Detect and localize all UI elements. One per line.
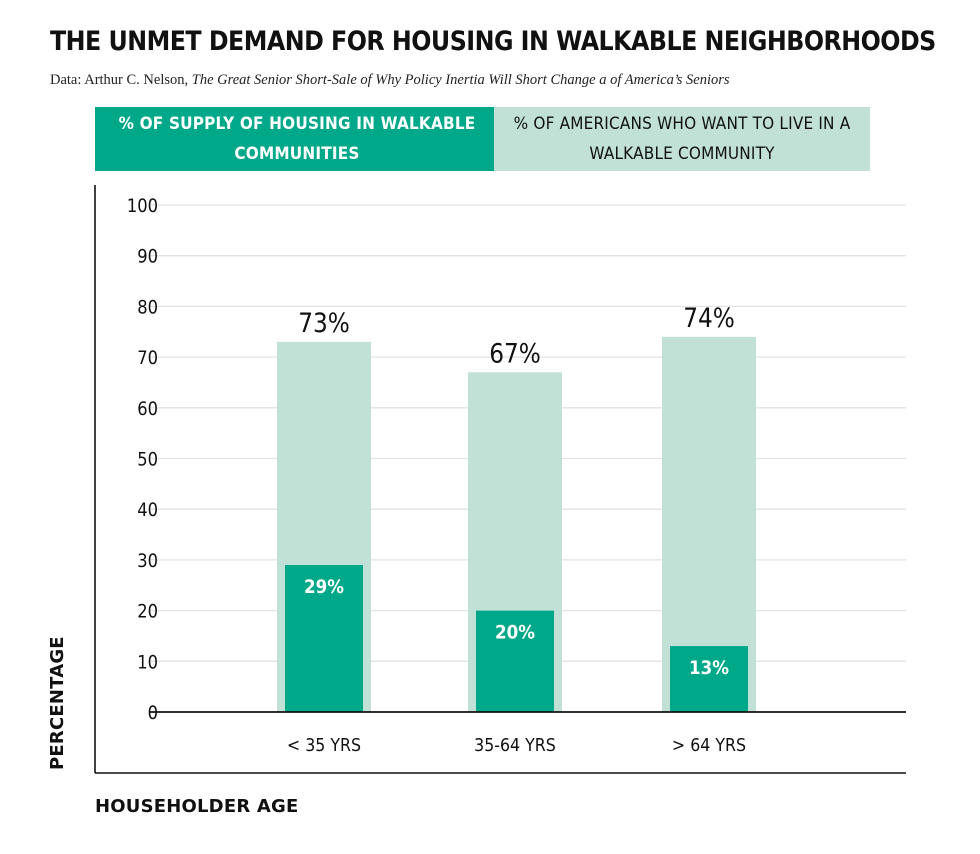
y-tick-label: 30 <box>137 551 158 572</box>
supply-bar <box>670 646 748 712</box>
y-tick-label: 0 <box>148 703 158 724</box>
source-work-title: The Great Senior Short-Sale of Why Polic… <box>191 72 730 88</box>
y-axis-label: PERCENTAGE <box>47 636 68 770</box>
legend-supply-label: % OF SUPPLY OF HOUSING IN WALKABLE COMMU… <box>118 114 476 164</box>
demand-value-label: 67% <box>489 338 541 369</box>
y-tick-label: 50 <box>137 449 158 470</box>
y-tick-label: 90 <box>137 247 158 268</box>
x-tick-label: < 35 YRS <box>287 734 361 755</box>
supply-value-label: 13% <box>689 657 729 679</box>
demand-value-label: 73% <box>298 307 350 338</box>
supply-bar <box>285 564 363 712</box>
y-tick-label: 60 <box>137 399 158 420</box>
y-tick-label: 10 <box>137 652 158 673</box>
legend-demand-label: % OF AMERICANS WHO WANT TO LIVE IN A WAL… <box>513 114 851 164</box>
legend-supply: % OF SUPPLY OF HOUSING IN WALKABLE COMMU… <box>95 107 499 171</box>
x-tick-label: > 64 YRS <box>672 734 746 755</box>
y-tick-label: 70 <box>137 348 158 369</box>
supply-value-label: 20% <box>495 622 535 644</box>
x-tick-label: 35-64 YRS <box>474 734 556 755</box>
demand-value-label: 74% <box>683 302 735 333</box>
x-axis-label: HOUSEHOLDER AGE <box>95 796 299 817</box>
y-tick-label: 80 <box>137 297 158 318</box>
supply-bar <box>476 610 554 712</box>
y-tick-label: 20 <box>137 602 158 623</box>
y-tick-label: 40 <box>137 500 158 521</box>
chart-title: THE UNMET DEMAND FOR HOUSING IN WALKABLE… <box>50 26 936 57</box>
legend-demand: % OF AMERICANS WHO WANT TO LIVE IN A WAL… <box>494 107 870 171</box>
supply-value-label: 29% <box>304 576 344 598</box>
y-tick-label: 100 <box>127 196 158 217</box>
data-source: Data: Arthur C. Nelson, The Great Senior… <box>50 72 730 89</box>
source-prefix: Data: Arthur C. Nelson, <box>50 72 192 88</box>
